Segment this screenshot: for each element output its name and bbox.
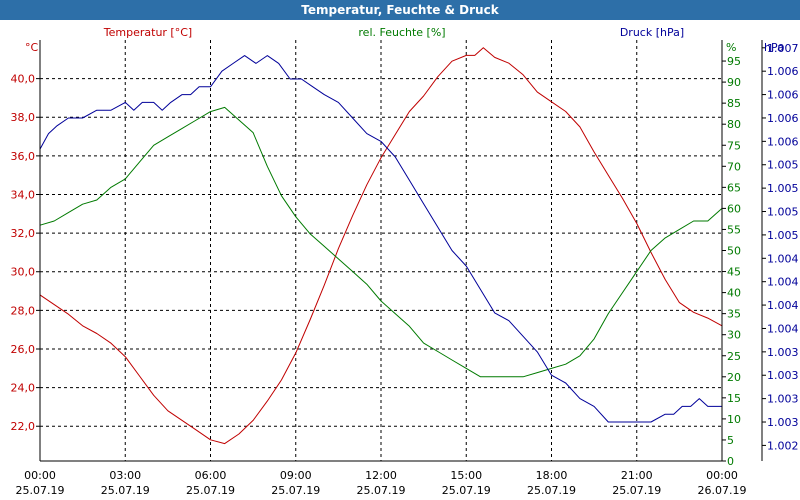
y-tick-label-humidity: 55 [727,223,741,236]
chart-title: Temperatur, Feuchte & Druck [0,0,800,20]
y-tick-label-temperature: 32,0 [11,227,36,240]
humidity-unit-label: % [726,41,736,54]
pressure-unit-label: hPa [764,41,784,54]
y-tick-label-temperature: 30,0 [11,266,36,279]
x-tick-time: 06:00 [195,469,227,482]
y-tick-label-pressure: 1.005 [767,229,799,242]
x-tick-date: 25.07.19 [527,484,576,497]
y-tick-label-pressure: 1.006 [767,112,799,125]
y-tick-label-humidity: 65 [727,181,741,194]
y-tick-label-pressure: 1.004 [767,322,799,335]
y-tick-label-humidity: 80 [727,118,741,131]
x-tick-time: 00:00 [706,469,738,482]
y-tick-label-temperature: 34,0 [11,188,36,201]
y-tick-label-temperature: 22,0 [11,420,36,433]
y-tick-label-temperature: 38,0 [11,111,36,124]
x-tick-date: 25.07.19 [101,484,150,497]
y-tick-label-humidity: 20 [727,371,741,384]
series-layer [39,47,723,445]
y-tick-label-temperature: 24,0 [11,382,36,395]
x-tick-time: 21:00 [621,469,653,482]
grid [40,40,722,461]
y-tick-label-humidity: 25 [727,350,741,363]
x-tick-time: 15:00 [450,469,482,482]
x-tick-date: 25.07.19 [16,484,65,497]
temperature-axis-title: Temperatur [°C] [103,26,192,39]
x-tick-date: 25.07.19 [357,484,406,497]
y-tick-label-humidity: 60 [727,202,741,215]
y-tick-label-pressure: 1.003 [767,369,799,382]
y-tick-label-humidity: 85 [727,97,741,110]
y-tick-label-humidity: 5 [727,434,734,447]
y-tick-label-pressure: 1.005 [767,182,799,195]
x-tick-time: 18:00 [536,469,568,482]
x-tick-time: 03:00 [109,469,141,482]
y-tick-label-temperature: 40,0 [11,73,36,86]
temperature-line [39,47,723,445]
y-tick-label-pressure: 1.002 [767,439,799,452]
y-tick-label-pressure: 1.006 [767,135,799,148]
y-tick-label-pressure: 1.003 [767,346,799,359]
plot-frame [39,40,722,462]
y-tick-label-humidity: 40 [727,287,741,300]
y-tick-label-pressure: 1.006 [767,89,799,102]
x-tick-time: 09:00 [280,469,312,482]
y-tick-label-pressure: 1.004 [767,299,799,312]
x-tick-date: 25.07.19 [442,484,491,497]
pressure-line [39,55,722,423]
humidity-axis-title: rel. Feuchte [%] [358,26,445,39]
y-tick-label-humidity: 50 [727,245,741,258]
y-tick-label-humidity: 35 [727,308,741,321]
y-tick-label-temperature: 26,0 [11,343,36,356]
y-tick-label-humidity: 75 [727,139,741,152]
temperature-unit-label: °C [25,41,39,54]
y-tick-label-pressure: 1.003 [767,393,799,406]
y-tick-label-pressure: 1.004 [767,252,799,265]
y-tick-label-humidity: 95 [727,55,741,68]
y-tick-label-humidity: 70 [727,160,741,173]
y-tick-label-humidity: 45 [727,266,741,279]
y-tick-label-pressure: 1.007 [767,42,799,55]
y-tick-label-temperature: 28,0 [11,304,36,317]
y-tick-label-pressure: 1.004 [767,276,799,289]
pressure-axis-title: Druck [hPa] [620,26,684,39]
x-tick-date: 25.07.19 [186,484,235,497]
x-tick-date: 25.07.19 [271,484,320,497]
y-tick-label-pressure: 1.003 [767,416,799,429]
y-tick-label-humidity: 10 [727,413,741,426]
y-tick-label-humidity: 90 [727,76,741,89]
humidity-line [39,106,723,378]
y-tick-label-pressure: 1.006 [767,65,799,78]
x-tick-time: 12:00 [365,469,397,482]
axes: 00:00 25.07.19 03:00 25.07.19 06:00 25.07.19 0… [11,26,799,497]
y-tick-label-humidity: 30 [727,329,741,342]
y-tick-label-pressure: 1.005 [767,206,799,219]
y-tick-label-temperature: 36,0 [11,150,36,163]
x-tick-time: 00:00 [24,469,56,482]
y-tick-label-pressure: 1.005 [767,159,799,172]
y-tick-label-humidity: 0 [727,455,734,468]
x-tick-date: 26.07.19 [698,484,747,497]
x-tick-date: 25.07.19 [612,484,661,497]
y-tick-label-humidity: 15 [727,392,741,405]
